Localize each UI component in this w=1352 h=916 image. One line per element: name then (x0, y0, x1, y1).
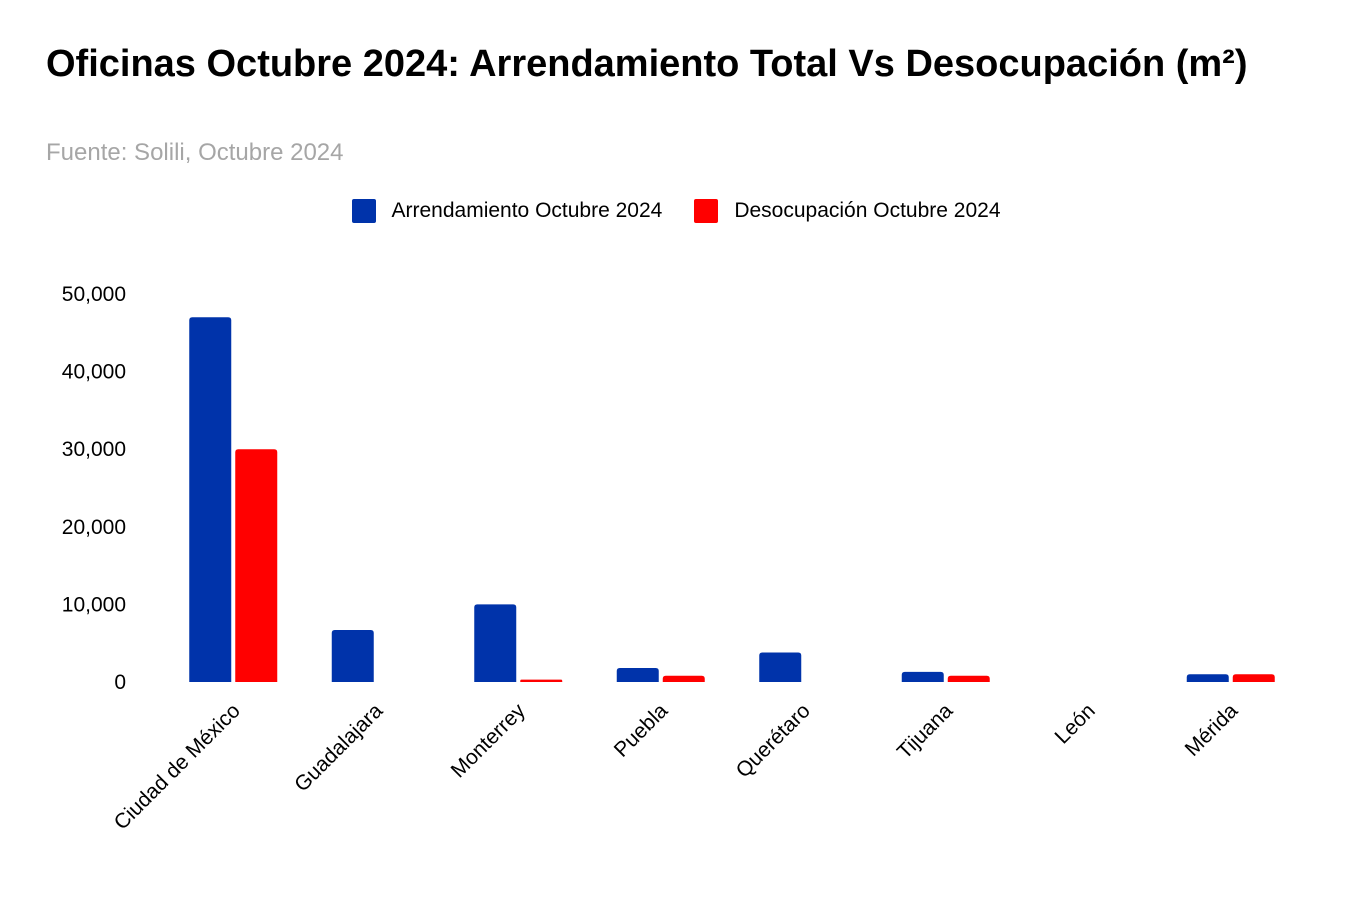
x-tick-label: Monterrey (447, 699, 530, 782)
chart-subtitle: Fuente: Solili, Octubre 2024 (46, 139, 344, 166)
y-axis: 0 10,000 20,000 30,000 40,000 50,000 (62, 283, 126, 694)
bar-arrendamiento[interactable] (616, 668, 659, 682)
y-tick-label: 50,000 (62, 283, 126, 306)
y-tick-label: 40,000 (62, 361, 126, 384)
bar-arrendamiento[interactable] (474, 604, 517, 682)
x-tick-label: Tijuana (893, 699, 958, 764)
bar-arrendamiento[interactable] (1186, 674, 1229, 682)
chart-title: Oficinas Octubre 2024: Arrendamiento Tot… (46, 43, 1248, 85)
x-tick-label: Guadalajara (290, 699, 387, 796)
y-tick-label: 20,000 (62, 516, 126, 539)
bar-arrendamiento[interactable] (759, 652, 802, 682)
x-tick-label: Mérida (1181, 699, 1243, 761)
bars (189, 317, 1275, 682)
x-tick-label: Puebla (610, 699, 673, 762)
y-tick-label: 0 (114, 671, 126, 694)
legend-label-arrendamiento: Arrendamiento Octubre 2024 (391, 199, 663, 222)
y-tick-label: 10,000 (62, 593, 126, 616)
legend-swatch-desocupacion (694, 199, 719, 223)
bar-desocupacion[interactable] (520, 679, 563, 682)
chart-legend: Arrendamiento Octubre 2024 Desocupación … (0, 196, 1352, 226)
bar-arrendamiento[interactable] (901, 671, 944, 682)
bar-arrendamiento[interactable] (331, 630, 374, 682)
bar-desocupacion[interactable] (662, 675, 705, 682)
bar-desocupacion[interactable] (947, 675, 990, 682)
x-tick-label: Querétaro (732, 699, 815, 782)
bar-desocupacion[interactable] (1232, 674, 1275, 682)
legend-swatch-arrendamiento (351, 199, 376, 223)
bar-desocupacion[interactable] (235, 449, 278, 682)
y-tick-label: 30,000 (62, 438, 126, 461)
x-axis: Ciudad de México Guadalajara Monterrey Pueb… (110, 699, 1243, 834)
x-tick-label: León (1050, 699, 1099, 748)
bar-arrendamiento[interactable] (189, 317, 232, 682)
legend-label-desocupacion: Desocupación Octubre 2024 (734, 199, 1001, 222)
legend-item-arrendamiento[interactable]: Arrendamiento Octubre 2024 (351, 196, 663, 226)
legend-item-desocupacion[interactable]: Desocupación Octubre 2024 (694, 196, 1001, 226)
x-tick-label: Ciudad de México (110, 699, 245, 834)
